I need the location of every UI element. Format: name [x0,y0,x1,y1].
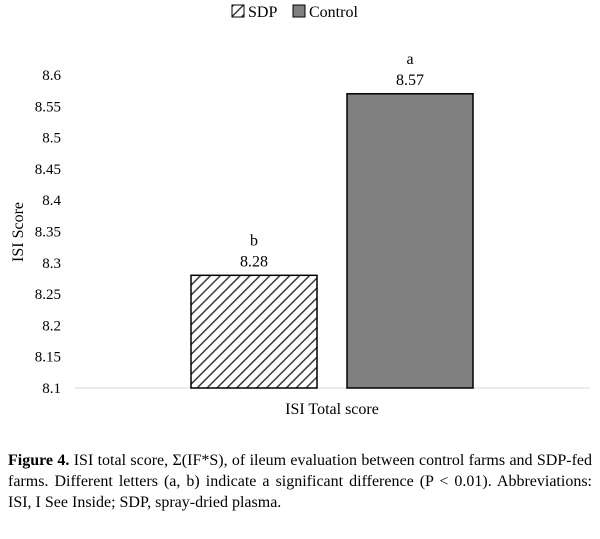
significance-letter: b [250,232,258,249]
bar-value-label: 8.28 [240,253,268,270]
figure-caption: Figure 4. ISI total score, Σ(IF*S), of i… [8,450,592,513]
y-tick-label: 8.45 [35,162,61,178]
data-labels: b 8.28 a 8.57 [240,51,424,271]
y-tick-label: 8.6 [42,68,61,84]
y-tick-label: 8.1 [42,381,61,397]
bar-value-label: 8.57 [396,72,424,89]
bar-chart: SDP Control ISI Score 8.18.158.28.258.38.… [10,4,590,418]
y-tick-label: 8.35 [35,225,61,241]
y-tick-label: 8.3 [42,256,61,272]
x-axis-category-label: ISI Total score [285,401,379,418]
caption-text: ISI total score, Σ(IF*S), of ileum evalu… [8,452,593,511]
caption-label: Figure 4. [8,452,70,469]
y-axis-label: ISI Score [10,202,27,262]
legend: SDP Control [231,4,358,21]
bars [190,93,474,389]
legend-label: Control [309,4,358,21]
y-tick-label: 8.5 [42,131,61,147]
legend-label: SDP [248,4,277,21]
y-tick-label: 8.4 [42,193,61,209]
bar-control [346,93,474,389]
significance-letter: a [406,51,413,68]
y-tick-label: 8.55 [35,99,61,115]
y-tick-label: 8.25 [35,287,61,303]
y-tick-label: 8.15 [35,350,61,366]
y-axis-ticks: 8.1 8.15 8.2 8.25 8.3 8.35 8.4 8.45 8.5 8.55 8.6 [35,68,62,397]
legend-swatch-control [292,4,306,18]
bar-sdp [190,274,318,389]
legend-swatch-sdp [231,4,245,18]
y-tick-label: 8.2 [42,318,61,334]
